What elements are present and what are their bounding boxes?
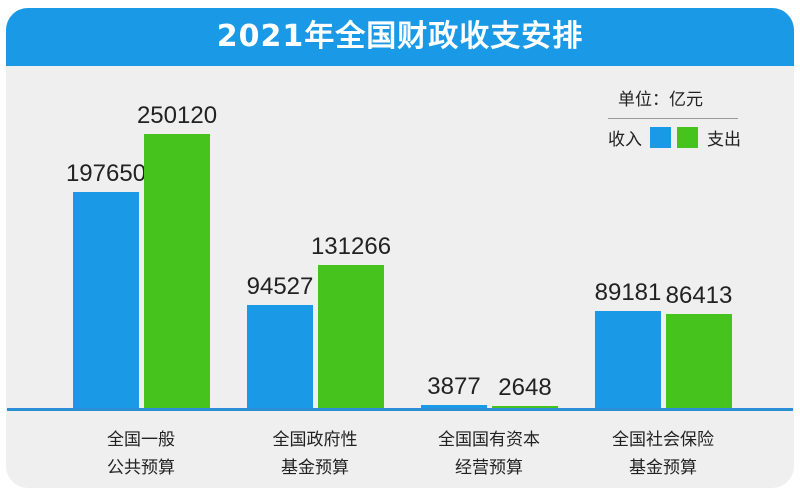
expense-bar (144, 134, 210, 409)
expense-bar (492, 406, 558, 409)
income-value-label: 94527 (246, 273, 314, 300)
title-banner: 2021年全国财政收支安排 (6, 8, 794, 66)
income-bar (247, 305, 313, 409)
category-label: 全国一般 公共预算 (66, 426, 216, 482)
legend-divider (608, 118, 738, 119)
income-bar (421, 405, 487, 409)
category-label-line1: 全国社会保险 (612, 430, 714, 450)
expense-bar (318, 265, 384, 409)
category-label-line2: 基金预算 (281, 458, 349, 478)
expense-bar (666, 314, 732, 409)
expense-value-label: 250120 (136, 102, 218, 129)
x-axis-line (7, 408, 793, 411)
expense-value-label: 2648 (498, 374, 552, 401)
income-value-label: 89181 (594, 279, 662, 306)
legend-expense-label: 支出 (707, 129, 741, 150)
income-bar (595, 311, 661, 409)
legend-income-swatch (650, 126, 671, 148)
category-label-line1: 全国政府性 (272, 430, 358, 450)
category-label-line1: 全国一般 (107, 430, 175, 450)
category-label: 全国政府性 基金预算 (240, 426, 390, 482)
category-label-line2: 经营预算 (455, 458, 523, 478)
expense-value-label: 86413 (665, 282, 733, 309)
legend-income-label: 收入 (608, 129, 642, 150)
expense-value-label: 131266 (310, 233, 392, 260)
income-value-label: 3877 (427, 373, 481, 400)
unit-label: 单位：亿元 (618, 90, 703, 110)
chart-card: 2021年全国财政收支安排 单位：亿元 收入 支出 197650 250120 94… (6, 8, 794, 488)
category-label-line2: 基金预算 (629, 458, 697, 478)
chart-title: 2021年全国财政收支安排 (216, 19, 584, 54)
legend: 收入 支出 (608, 124, 741, 150)
income-bar (73, 192, 139, 409)
category-label-line1: 全国国有资本 (438, 430, 540, 450)
category-label: 全国社会保险 基金预算 (588, 426, 738, 482)
category-label: 全国国有资本 经营预算 (414, 426, 564, 482)
legend-expense-swatch (677, 126, 698, 148)
income-value-label: 197650 (65, 160, 147, 187)
category-label-line2: 公共预算 (107, 458, 175, 478)
